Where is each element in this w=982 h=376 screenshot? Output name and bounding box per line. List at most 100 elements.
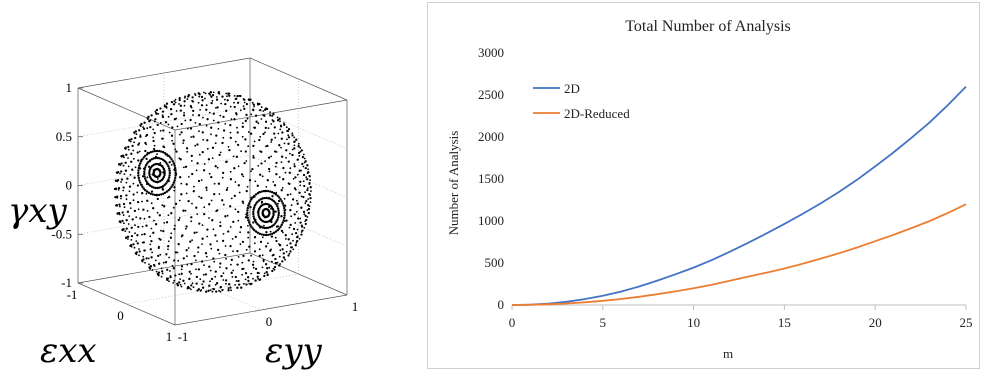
sphere-point <box>245 189 248 193</box>
sphere-point <box>170 232 173 235</box>
sphere-point <box>245 248 248 251</box>
sphere-point <box>240 173 244 176</box>
sphere-point <box>191 96 194 99</box>
sphere-point <box>267 226 270 229</box>
sphere-point <box>218 193 221 195</box>
sphere-point <box>307 168 309 171</box>
sphere-point <box>208 111 211 114</box>
y-tick-label: 500 <box>485 255 505 270</box>
sphere-point <box>221 199 224 202</box>
y-tick-label: 2000 <box>478 129 504 144</box>
sphere-point <box>262 189 266 193</box>
chart-series <box>511 85 967 306</box>
sphere-point <box>171 139 174 142</box>
sphere-point <box>182 142 185 145</box>
sphere-point <box>188 277 191 280</box>
sphere-point <box>153 144 156 147</box>
sphere-point <box>190 272 192 275</box>
sphere-point <box>309 179 311 182</box>
sphere-point <box>306 177 309 181</box>
sphere-point <box>280 137 283 140</box>
sphere-point <box>219 221 222 224</box>
sphere-point <box>196 143 199 146</box>
sphere-point <box>271 260 273 263</box>
sphere-point <box>211 93 215 97</box>
y-tick-label: 1 <box>352 299 359 314</box>
sphere-point <box>159 253 162 256</box>
sphere-point <box>243 101 246 104</box>
sphere-point <box>158 237 161 240</box>
sphere-point <box>167 248 169 251</box>
sphere-point <box>286 193 289 197</box>
sphere-point <box>259 135 262 138</box>
sphere-point <box>306 164 309 167</box>
sphere-point <box>270 155 273 158</box>
sphere-point <box>125 181 128 184</box>
sphere-point <box>168 171 171 175</box>
sphere-point <box>234 140 237 143</box>
sphere-point <box>168 174 171 177</box>
sphere-point <box>272 231 276 234</box>
sphere-point <box>239 231 242 234</box>
sphere-point <box>167 189 170 192</box>
sphere-point <box>224 123 227 125</box>
sphere-point <box>266 273 269 275</box>
sphere-point <box>136 234 139 237</box>
sphere-point <box>281 221 284 224</box>
sphere-point <box>272 223 275 227</box>
sphere-point <box>142 126 145 128</box>
sphere-point <box>208 217 210 219</box>
sphere-point <box>147 160 150 163</box>
sphere-point <box>264 189 268 193</box>
sphere-point <box>163 173 166 177</box>
sphere-point <box>306 188 309 192</box>
sphere-point <box>162 151 165 154</box>
sphere-point <box>273 132 276 135</box>
sphere-point <box>182 209 185 212</box>
sphere-point <box>253 217 256 220</box>
sphere-point <box>180 193 183 196</box>
sphere-point <box>215 96 218 98</box>
sphere-point <box>239 109 242 112</box>
sphere-point <box>137 174 140 177</box>
sphere-point <box>158 214 161 217</box>
sphere-point <box>276 194 279 197</box>
sphere-point <box>234 284 237 286</box>
sphere-point <box>308 175 311 178</box>
sphere-point <box>232 155 235 158</box>
sphere-point <box>186 127 189 130</box>
sphere-point <box>144 177 147 180</box>
sphere-point <box>195 231 198 234</box>
sphere-point <box>211 146 215 149</box>
sphere-point <box>150 202 153 205</box>
sphere-point <box>136 242 139 245</box>
sphere-point <box>283 142 286 145</box>
x-axis-ticks: -1 0 1 <box>67 287 173 344</box>
sphere-point <box>122 202 126 206</box>
sphere-point <box>252 215 255 218</box>
sphere-point <box>256 231 260 234</box>
sphere-point <box>122 214 125 217</box>
sphere-point <box>178 217 181 219</box>
z-axis-ticks: -1 -0.5 0 0.5 1 <box>51 80 83 290</box>
sphere-point <box>261 197 264 200</box>
sphere-point <box>179 104 183 107</box>
sphere-point <box>201 131 204 134</box>
sphere-point <box>196 289 199 292</box>
sphere-point <box>299 150 302 153</box>
sphere-point <box>129 202 132 205</box>
x-tick-label: -1 <box>67 287 78 302</box>
sphere-point <box>145 153 149 156</box>
sphere-point <box>138 250 141 253</box>
sphere-point <box>176 284 180 287</box>
sphere-point <box>122 189 125 192</box>
sphere-point <box>256 102 259 105</box>
sphere-point <box>144 164 148 167</box>
sphere-point <box>273 126 276 129</box>
sphere-point <box>145 257 148 260</box>
sphere-point <box>246 206 249 210</box>
sphere-point <box>276 229 279 232</box>
sphere-point <box>231 276 234 278</box>
sphere-point <box>150 158 153 161</box>
x-tick-label: 0 <box>509 315 516 330</box>
